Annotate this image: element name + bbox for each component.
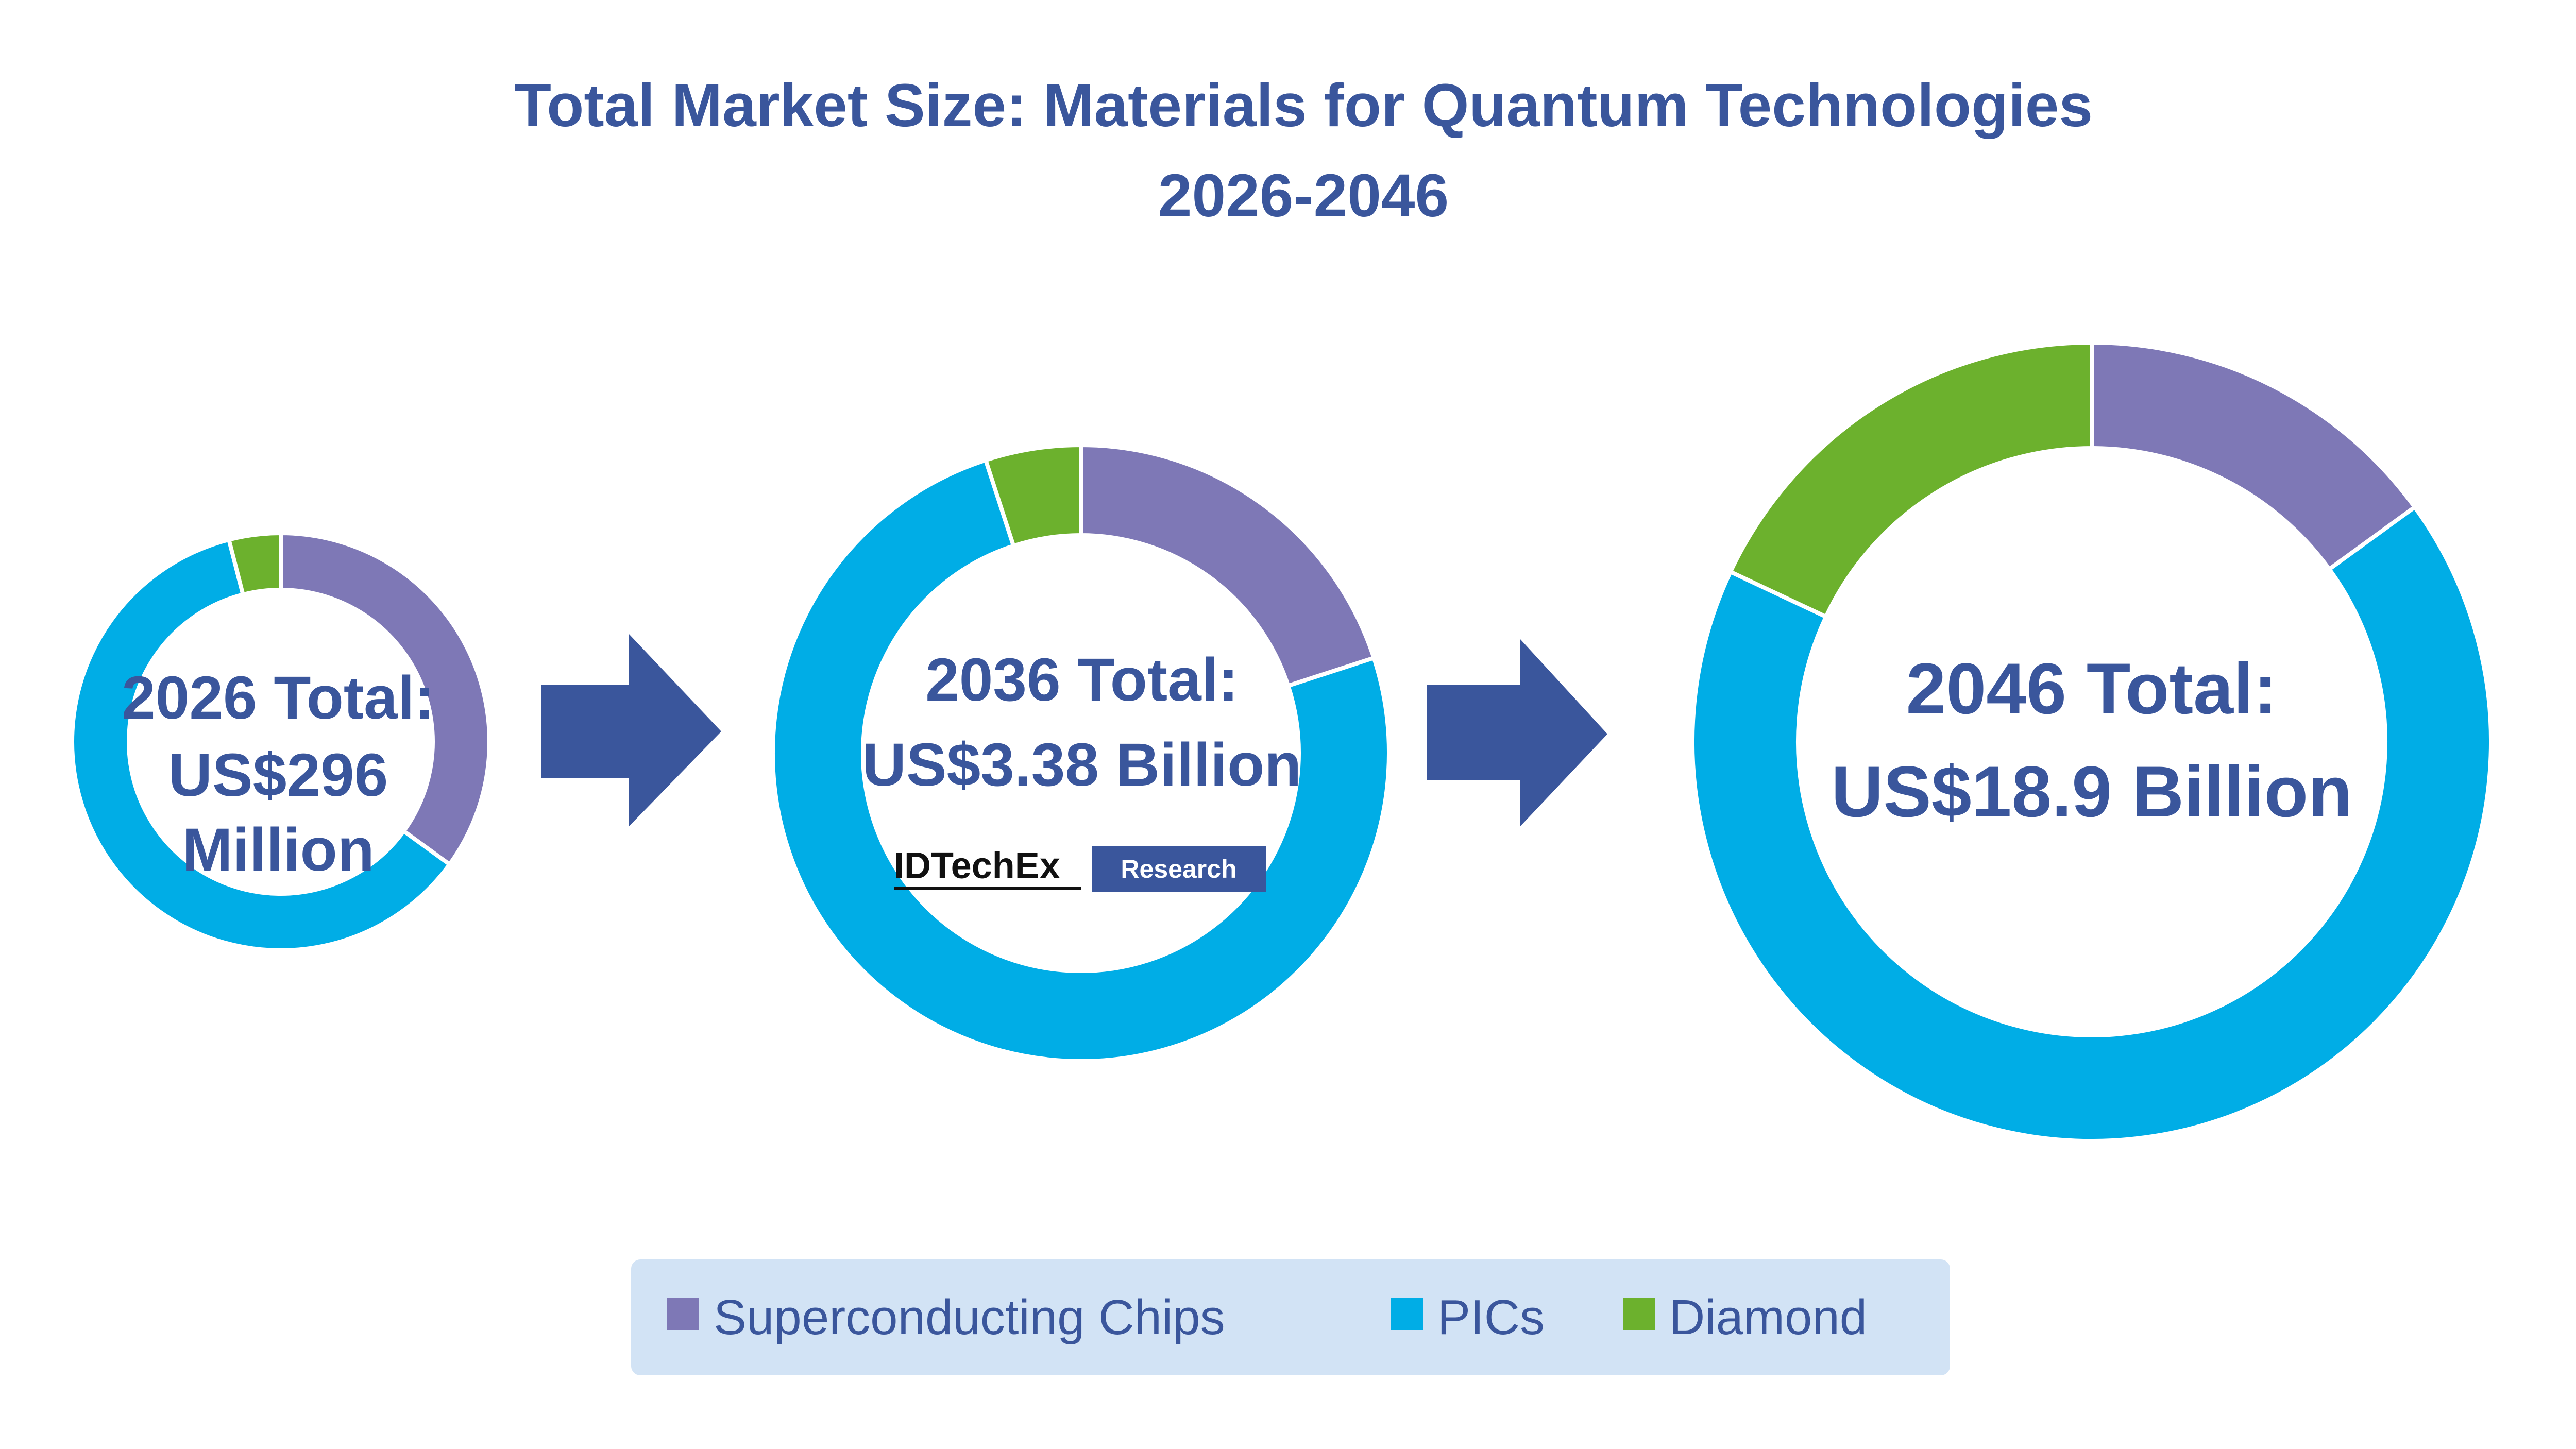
donut-2046-segment-pics (1690, 504, 2494, 1143)
logo-badge (1092, 846, 1266, 892)
legend-label-superconducting-chips: Superconducting Chips (714, 1290, 1225, 1345)
logo-text-primary: IDTechEx (894, 845, 1060, 887)
donut-2036-label-line-2: US$3.38 Billion (862, 731, 1302, 799)
chart-title-line-2: 2026-2046 (1158, 162, 1449, 230)
legend-label-pics: PICs (1437, 1290, 1545, 1345)
logo-text-secondary: Research (1121, 855, 1236, 883)
chart-legend: Superconducting Chips PICs Diamond (631, 1259, 1950, 1375)
arrow-2026-to-2036 (541, 634, 721, 827)
donut-2026-label-line-2: US$296 (168, 741, 388, 809)
chart-title-line-1: Total Market Size: Materials for Quantum… (514, 72, 2093, 140)
arrow-2036-to-2046 (1427, 639, 1607, 827)
donut-2036-segment-diamond (983, 442, 1083, 549)
donut-2026 (70, 531, 492, 952)
donut-2026-segment-diamond (226, 531, 283, 598)
legend-label-diamond: Diamond (1669, 1290, 1867, 1345)
legend-swatch-diamond (1623, 1298, 1655, 1330)
legend-swatch-pics (1391, 1298, 1423, 1330)
donut-2026-segment-superconducting-chips (279, 531, 492, 867)
donut-2046 (1690, 340, 2494, 1143)
donut-2026-segment-pics (70, 537, 453, 952)
donut-2046-segment-superconducting-chips (2090, 340, 2418, 572)
donut-2036 (770, 442, 1391, 1063)
donut-2036-segment-pics (770, 457, 1391, 1063)
donut-2036-segment-superconducting-chips (1079, 442, 1377, 689)
donut-2046-label-line-2: US$18.9 Billion (1831, 751, 2352, 832)
legend-swatch-superconducting-chips (667, 1298, 699, 1330)
donut-2036-label-line-1: 2036 Total: (925, 646, 1239, 714)
donut-2026-label-line-1: 2026 Total: (122, 664, 435, 732)
donut-2046-segment-diamond (1727, 340, 2094, 620)
donut-2046-label-line-1: 2046 Total: (1906, 648, 2278, 729)
legend-background (631, 1259, 1950, 1375)
idtechex-logo: IDTechEx Research (894, 845, 1266, 892)
donut-2026-label-line-3: Million (182, 816, 375, 884)
